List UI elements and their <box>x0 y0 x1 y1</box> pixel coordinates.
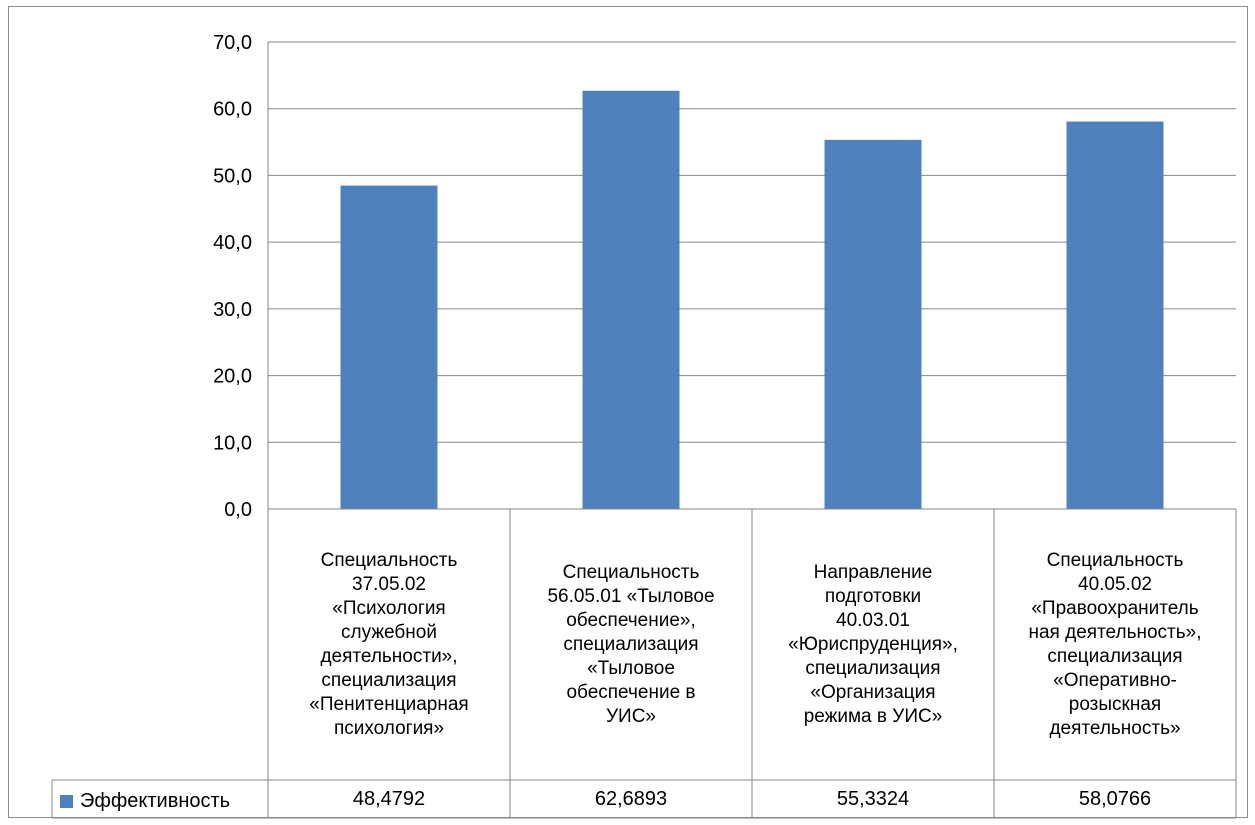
y-tick-label: 70,0 <box>213 32 252 54</box>
y-tick-label: 30,0 <box>213 299 252 321</box>
y-tick-label: 20,0 <box>213 366 252 388</box>
y-tick-label: 0,0 <box>224 499 252 521</box>
data-table-value: 55,3324 <box>836 788 910 810</box>
data-table-value: 62,6893 <box>594 788 668 810</box>
bar <box>340 185 438 510</box>
bar <box>582 90 680 509</box>
bar <box>1066 121 1164 509</box>
x-category-label: Специальность 56.05.01 «Тыловое обеспечени… <box>547 561 715 727</box>
x-category-label: Специальность 37.05.02 «Психология служебно… <box>309 549 469 739</box>
data-table-value: 58,0766 <box>1078 788 1152 810</box>
legend-entry: Эффективность <box>60 787 230 815</box>
y-tick-label: 10,0 <box>213 432 252 454</box>
x-category-label: Направление подготовки 40.03.01 «Юриспруден… <box>788 561 958 727</box>
y-axis-ticks: 0,0 10,0 20,0 30,0 40,0 50,0 60,0 70,0 <box>213 32 252 521</box>
legend-swatch <box>60 794 73 808</box>
y-tick-label: 50,0 <box>213 165 252 187</box>
bar <box>824 139 922 509</box>
bars <box>340 90 1164 510</box>
y-tick-label: 40,0 <box>213 232 252 254</box>
y-tick-label: 60,0 <box>213 99 252 121</box>
legend-label: Эффективность <box>80 789 231 812</box>
x-category-label: Специальность 40.05.02 «Правоохранитель ная… <box>1028 549 1202 739</box>
data-table-grid <box>51 42 1237 819</box>
data-table-value: 48,4792 <box>352 788 426 810</box>
